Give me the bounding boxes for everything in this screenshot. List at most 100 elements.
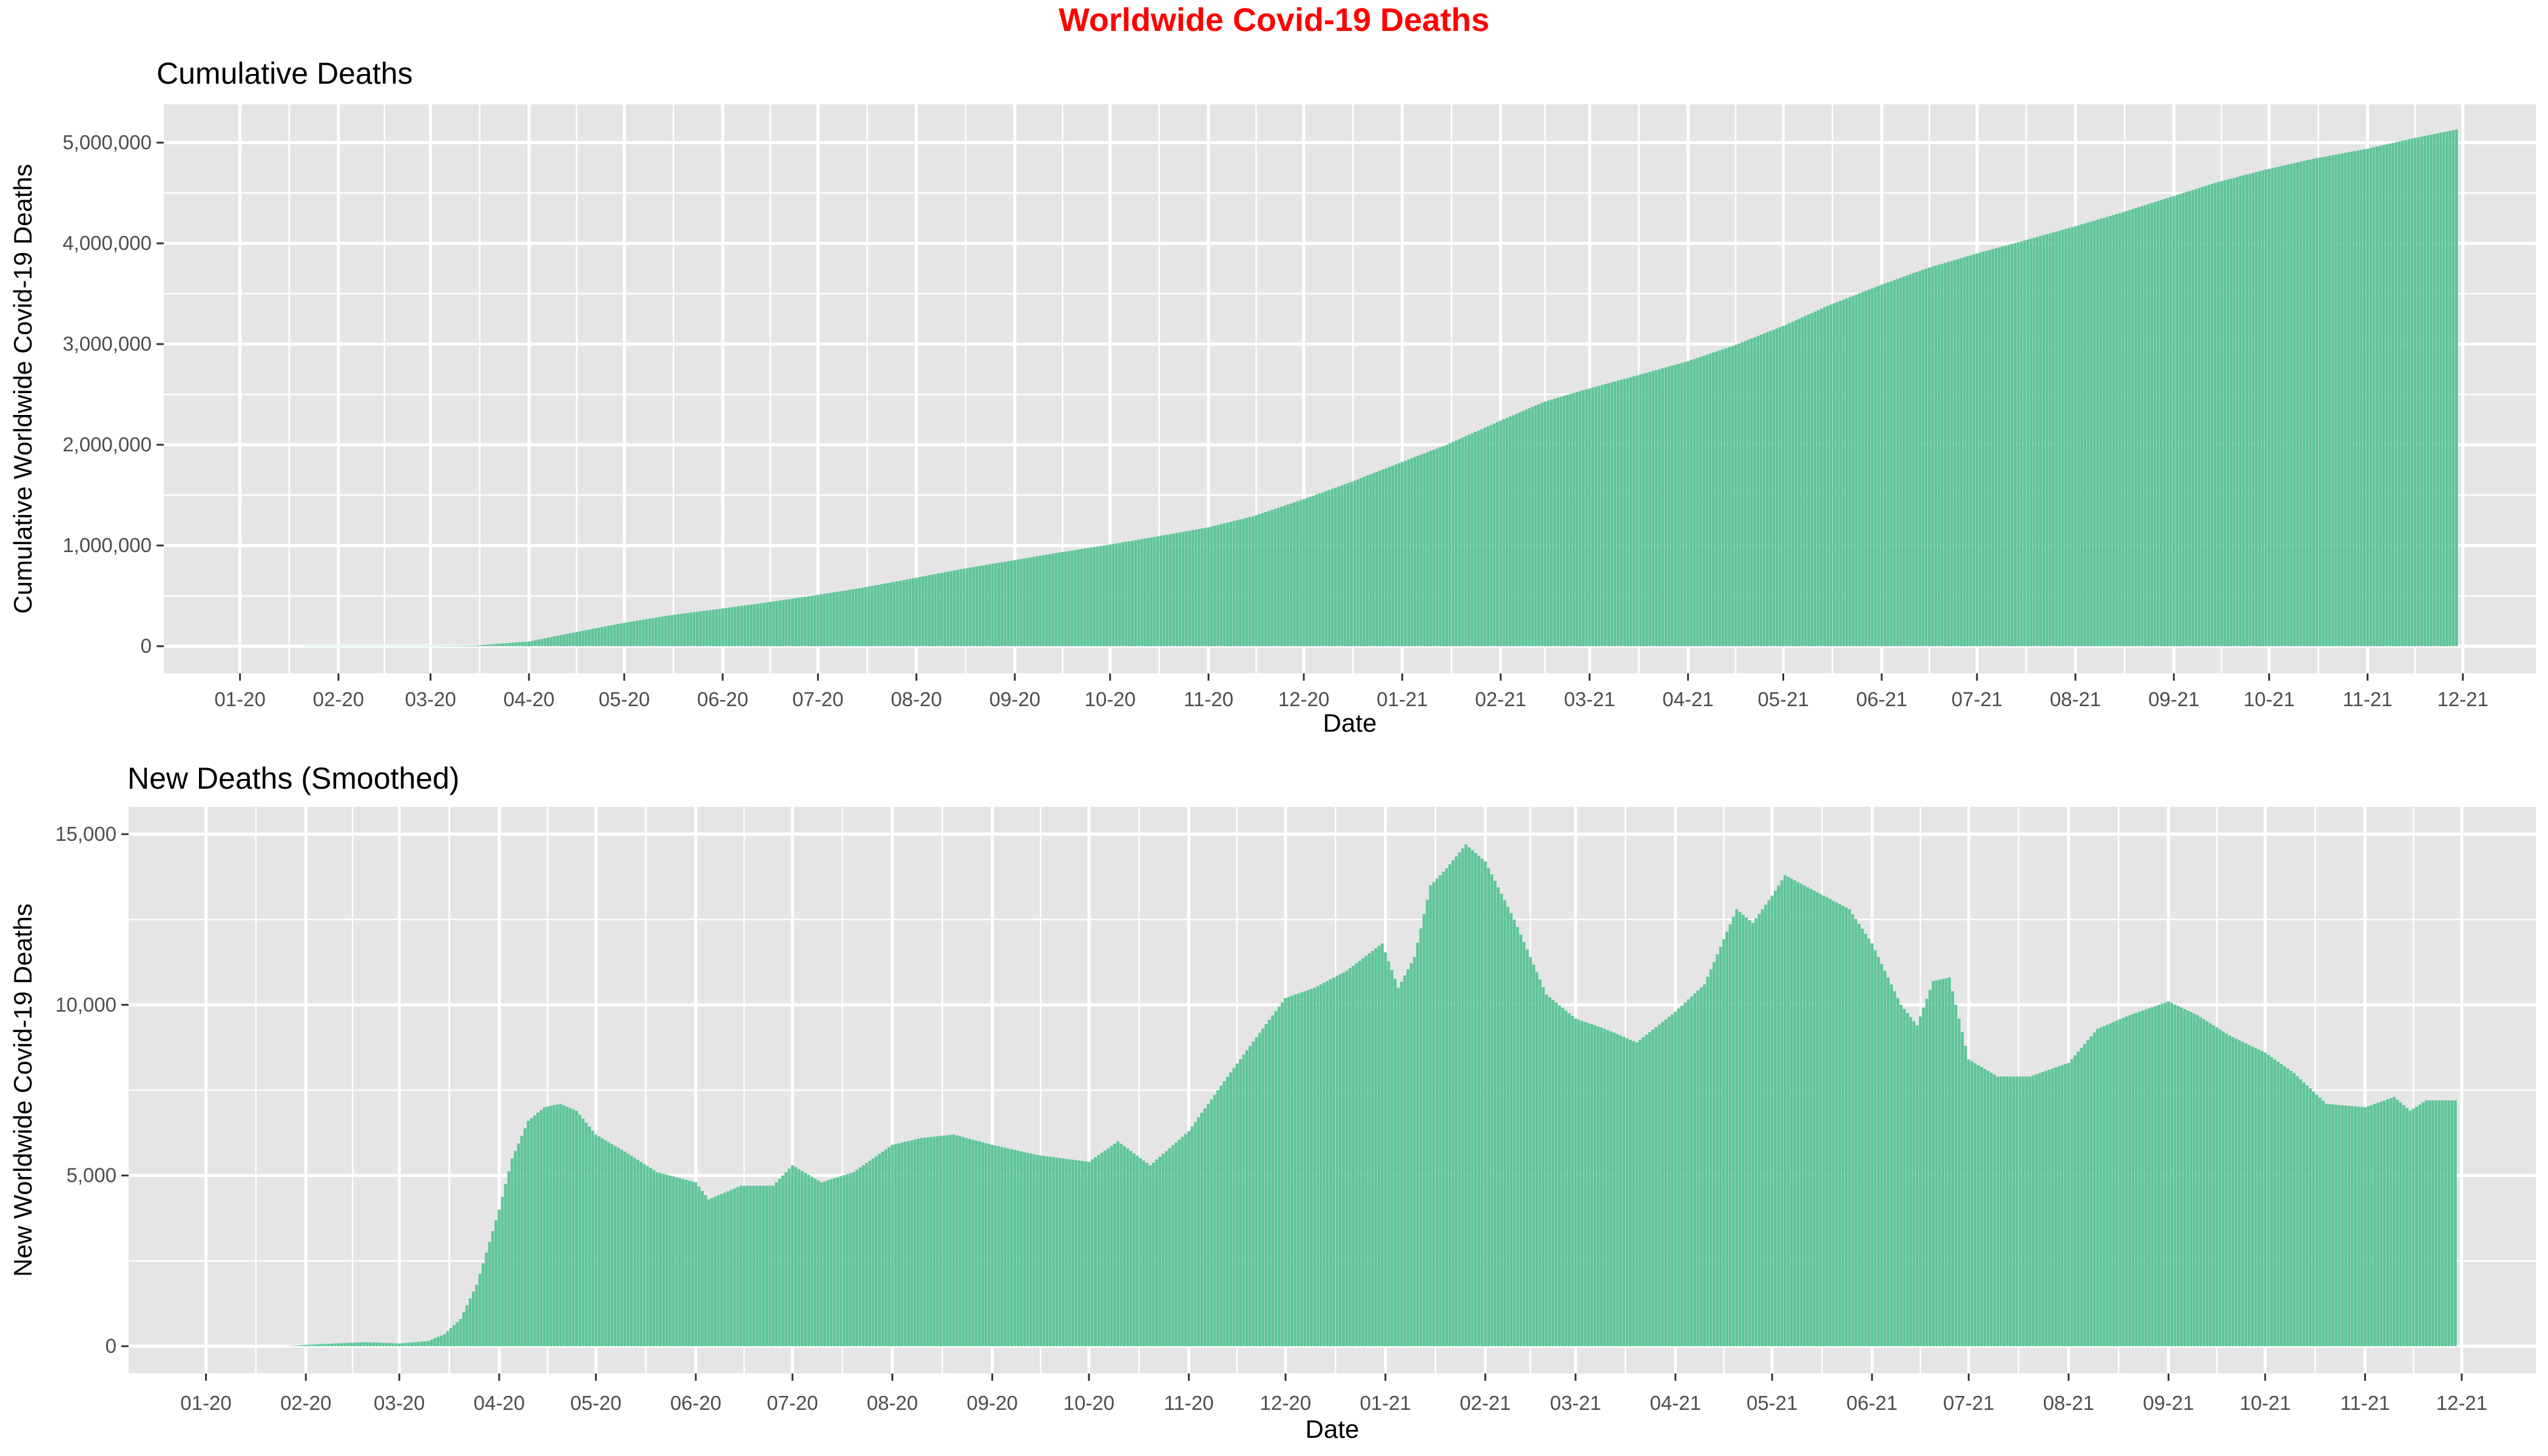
- bar: [1497, 887, 1500, 1346]
- bar: [1667, 1017, 1671, 1346]
- bar: [2122, 1017, 2125, 1346]
- bar: [507, 1171, 511, 1346]
- bar: [1896, 278, 1899, 647]
- bar: [1947, 261, 1950, 647]
- bar: [730, 607, 734, 647]
- bar: [1356, 479, 1360, 647]
- bar: [1670, 365, 1674, 647]
- bar: [1960, 258, 1963, 647]
- bar: [1725, 931, 1729, 1346]
- bar: [2017, 242, 2020, 647]
- bar: [2118, 213, 2122, 647]
- bar: [1706, 977, 1710, 1346]
- bar: [1586, 1023, 1590, 1346]
- bar: [1042, 555, 1045, 647]
- bar: [1622, 1037, 1626, 1346]
- bar: [733, 607, 737, 647]
- bar: [781, 1175, 784, 1346]
- bar: [2109, 1023, 2112, 1346]
- bar: [2267, 1054, 2270, 1346]
- bar: [2028, 1076, 2032, 1346]
- bar: [2125, 211, 2128, 647]
- x-tick-label: 01-20: [180, 1392, 231, 1414]
- bar: [1703, 984, 1706, 1346]
- bar: [1070, 550, 1074, 647]
- bar: [2035, 1074, 2038, 1346]
- bar: [1696, 990, 1700, 1346]
- bar: [1580, 1020, 1584, 1346]
- bar: [1036, 1154, 1039, 1346]
- bar: [1956, 259, 1960, 647]
- bar: [2058, 231, 2061, 647]
- bar: [502, 643, 505, 647]
- bar: [1150, 537, 1153, 647]
- bar: [778, 600, 781, 647]
- bar: [913, 1139, 917, 1346]
- bar: [480, 645, 483, 647]
- bar: [1759, 334, 1763, 647]
- bar: [1086, 548, 1090, 647]
- bar: [1369, 474, 1372, 647]
- bar: [826, 593, 829, 647]
- bar: [2404, 140, 2407, 647]
- bar: [1293, 994, 1297, 1346]
- bar: [1175, 533, 1179, 647]
- bar: [571, 632, 575, 647]
- bar: [1441, 871, 1445, 1346]
- bar: [2449, 130, 2452, 647]
- bar: [1474, 852, 1477, 1346]
- bar: [2074, 1055, 2077, 1346]
- bar: [884, 1149, 888, 1346]
- bar: [2391, 143, 2395, 647]
- bar: [470, 645, 474, 647]
- bar: [1983, 1068, 1987, 1346]
- bar: [2382, 145, 2385, 647]
- x-tick-label: 12-21: [2436, 1392, 2487, 1414]
- bar: [2408, 1110, 2412, 1346]
- bar: [1455, 856, 1458, 1346]
- bar: [1355, 963, 1358, 1346]
- bar: [1693, 993, 1696, 1346]
- bar: [1055, 1158, 1059, 1346]
- bar: [2068, 228, 2071, 647]
- bar: [2290, 163, 2293, 647]
- bar: [1734, 345, 1737, 647]
- bar: [1064, 551, 1067, 647]
- bar: [584, 630, 588, 647]
- bar: [2296, 1076, 2299, 1346]
- bar: [517, 642, 521, 647]
- bar: [1026, 1153, 1030, 1346]
- x-tick-label: 02-20: [313, 688, 364, 710]
- bar: [1222, 523, 1226, 647]
- bar: [1118, 542, 1121, 647]
- bar: [530, 1118, 533, 1346]
- bar: [1380, 943, 1384, 1346]
- bar: [1802, 885, 1806, 1346]
- bar: [2337, 153, 2341, 647]
- bar: [1094, 1157, 1097, 1346]
- bar: [2241, 1042, 2245, 1346]
- bar: [467, 645, 470, 647]
- bar: [778, 1179, 781, 1346]
- bar: [2189, 1012, 2193, 1346]
- bar: [1782, 326, 1785, 647]
- bar: [1374, 948, 1378, 1346]
- bar: [1156, 536, 1159, 647]
- bar: [1193, 1122, 1197, 1346]
- bar: [1249, 1045, 1252, 1346]
- bar: [790, 1165, 794, 1346]
- bar: [2083, 223, 2087, 647]
- bar: [1988, 250, 1992, 647]
- bar: [404, 1343, 408, 1346]
- bar: [451, 645, 454, 647]
- bar: [1197, 1117, 1200, 1346]
- bar: [426, 1341, 430, 1346]
- bar: [1505, 417, 1509, 647]
- bar: [1927, 268, 1931, 647]
- bar: [1267, 511, 1270, 647]
- bar: [481, 1263, 485, 1346]
- bar: [1073, 550, 1077, 647]
- bar: [2099, 1027, 2103, 1346]
- bar: [2367, 1106, 2370, 1346]
- bar: [1806, 887, 1809, 1346]
